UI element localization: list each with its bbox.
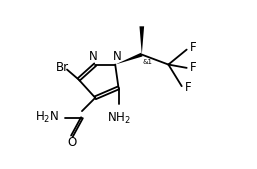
Text: N: N	[89, 50, 98, 63]
Text: &1: &1	[143, 59, 153, 65]
Text: Br: Br	[56, 61, 69, 74]
Text: F: F	[190, 61, 197, 74]
Text: F: F	[190, 41, 197, 54]
Text: F: F	[185, 81, 192, 94]
Text: NH$_2$: NH$_2$	[107, 111, 131, 126]
Text: O: O	[67, 136, 77, 149]
Text: H$_2$N: H$_2$N	[34, 110, 59, 125]
Polygon shape	[115, 53, 142, 65]
Text: N: N	[113, 50, 121, 63]
Polygon shape	[140, 26, 144, 55]
